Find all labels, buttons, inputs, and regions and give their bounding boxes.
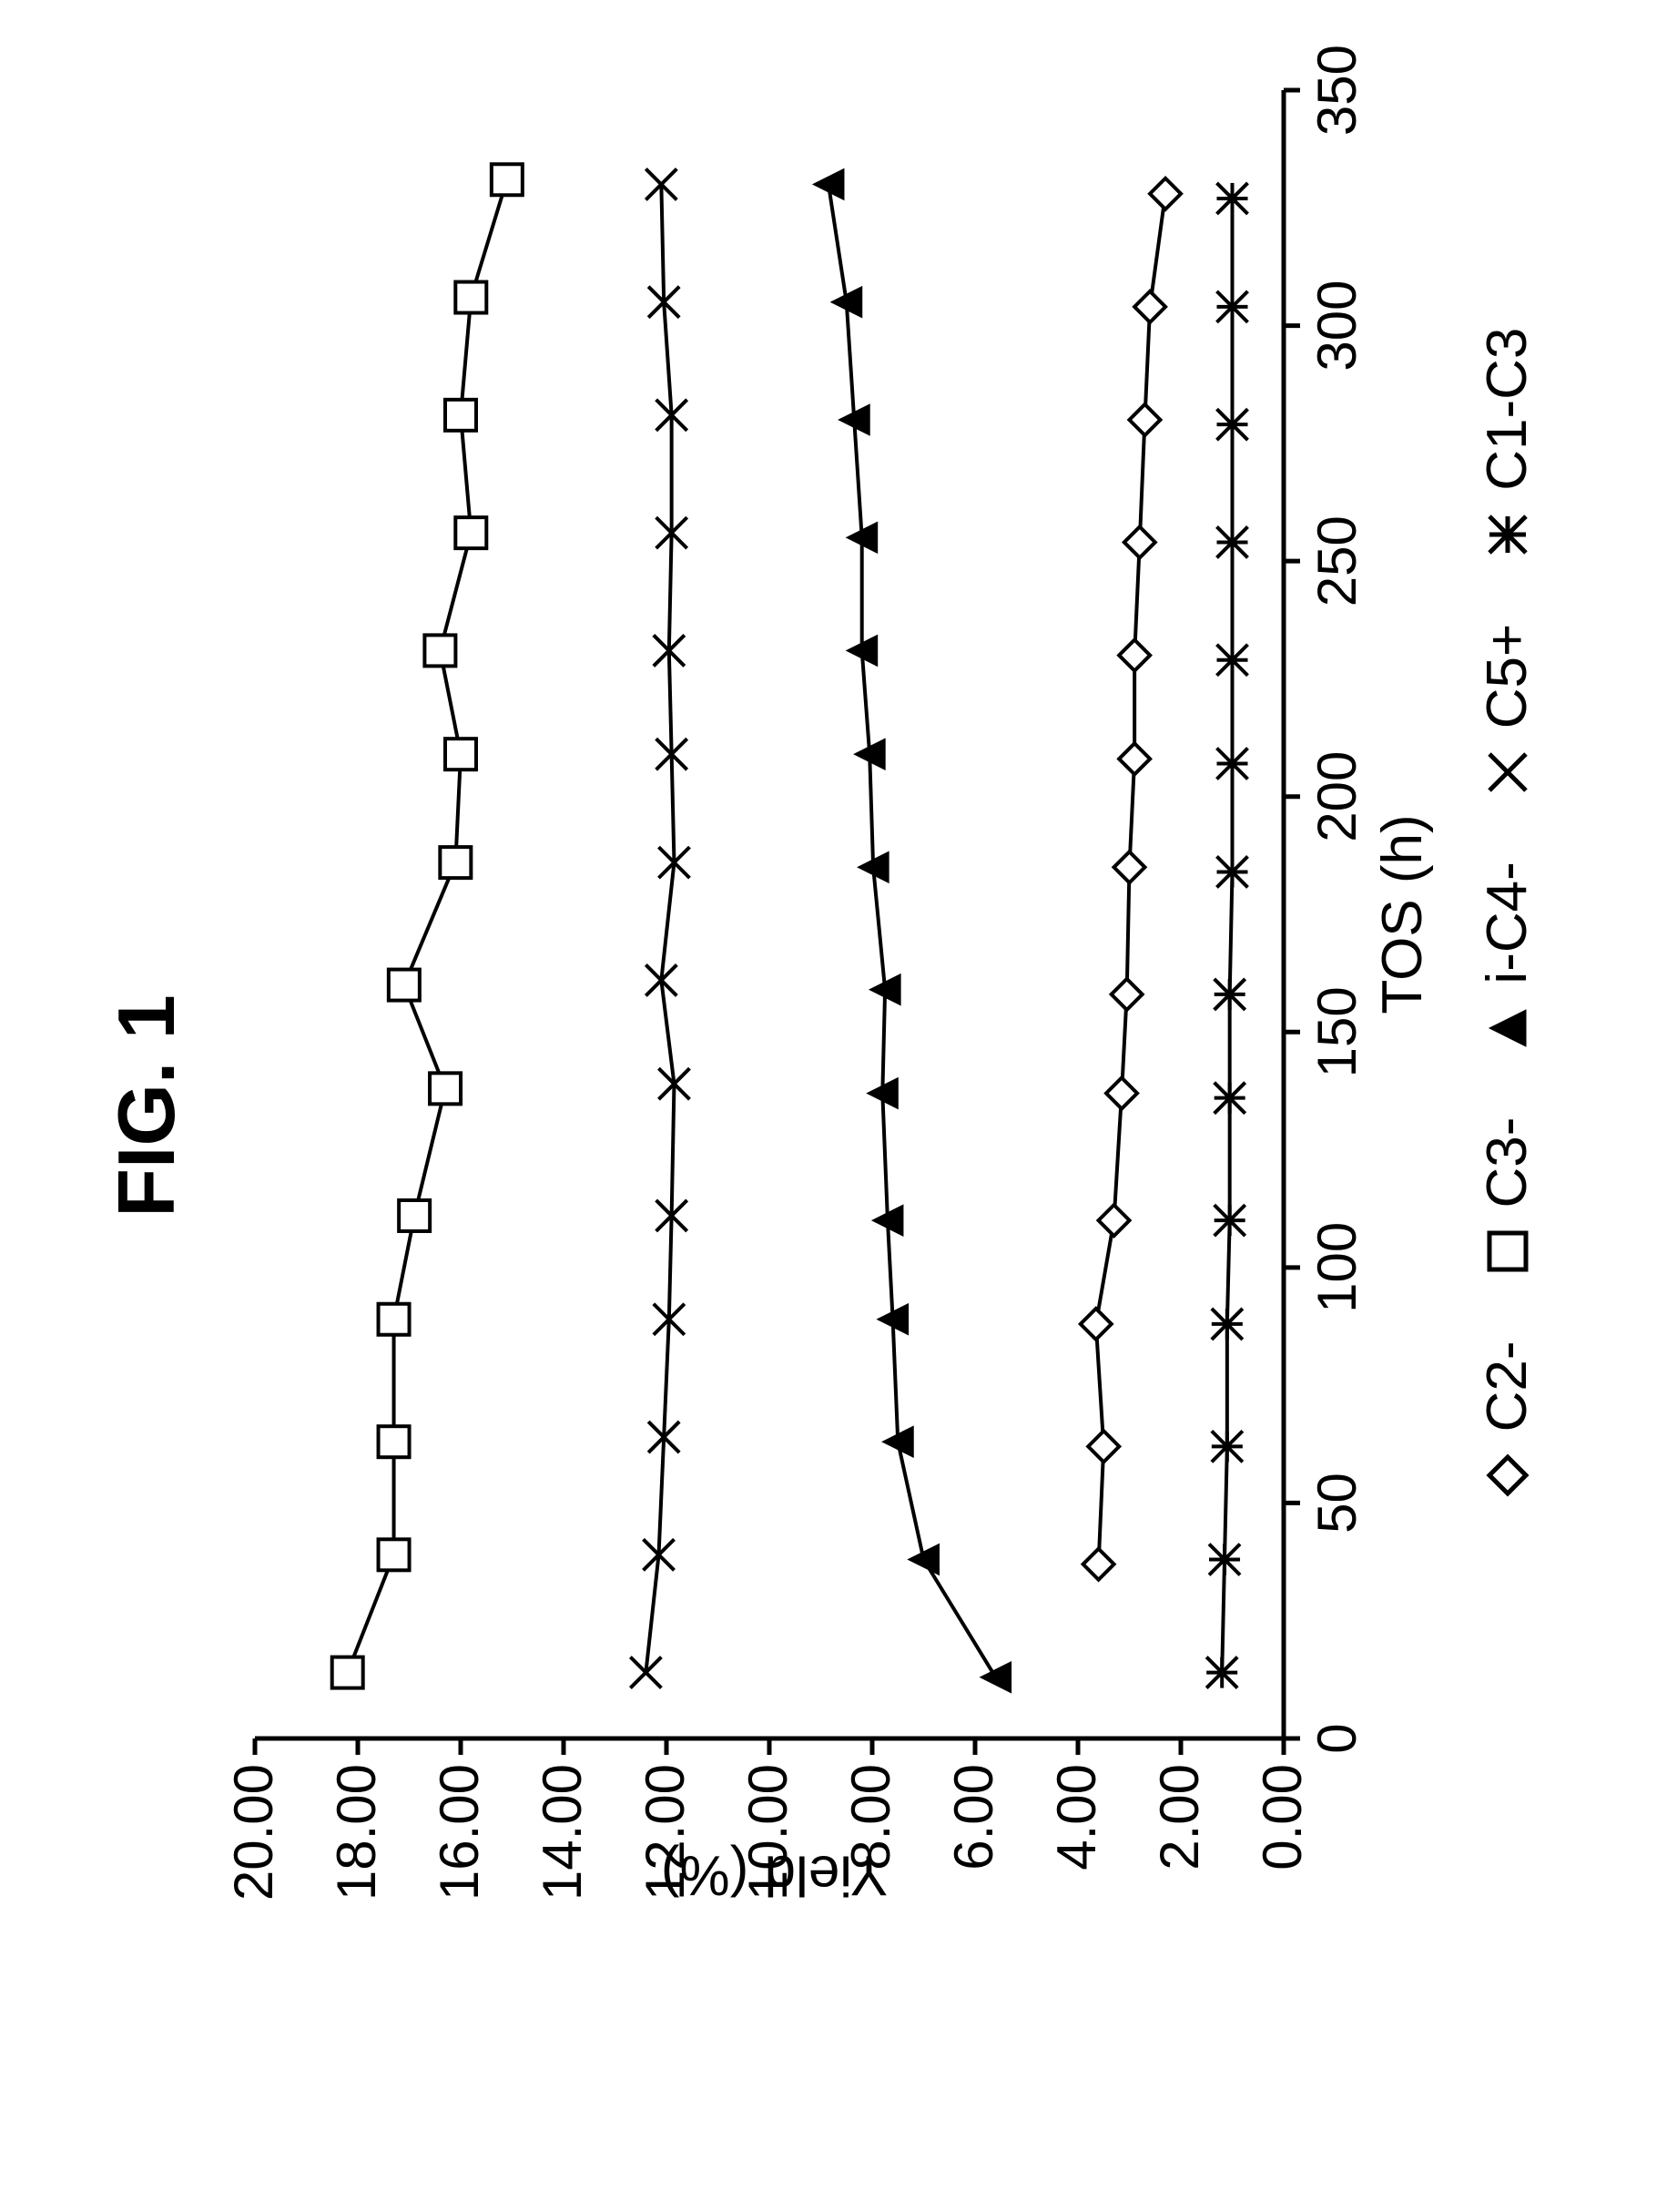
series-marker-C1-C3 [1209,1544,1240,1575]
series-marker-C3- [379,1426,410,1457]
x-tick-label: 100 [1306,1218,1368,1318]
series-marker-C3- [455,517,486,548]
legend-item-i-C4-: i-C4- [1475,861,1540,1053]
y-tick-label: 10.00 [737,1764,799,1901]
series-marker-C2- [1119,743,1150,774]
series-marker-C1-C3 [1212,1309,1243,1340]
series-marker-C3- [379,1539,410,1570]
legend-label: C1-C3 [1475,328,1540,491]
series-marker-C2- [1106,1078,1137,1109]
series-marker-C2- [1129,404,1160,435]
x-tick-label: 250 [1306,511,1368,611]
x-tick-label: 50 [1306,1453,1368,1553]
series-marker-C3- [379,1304,410,1335]
x-tick-label: 200 [1306,747,1368,847]
series-marker-C1-C3 [1215,1205,1245,1236]
series-marker-C3- [492,164,523,195]
legend-marker-icon [1482,1226,1533,1277]
series-marker-C1-C3 [1217,645,1248,676]
y-tick-label: 14.00 [531,1764,594,1901]
series-marker-C2- [1114,851,1145,882]
legend-marker-icon [1482,1450,1533,1501]
legend-label: C5+ [1475,624,1540,729]
series-marker-C1-C3 [1217,291,1248,322]
series-marker-C1-C3 [1215,1083,1245,1114]
y-tick-label: 8.00 [839,1764,902,1871]
y-tick-label: 18.00 [325,1764,388,1901]
y-tick-label: 4.00 [1045,1764,1108,1871]
series-marker-C2- [1081,1309,1112,1340]
series-marker-C1-C3 [1217,526,1248,557]
series-line-C3- [348,179,507,1672]
y-tick-label: 12.00 [634,1764,696,1901]
series-marker-C2- [1134,291,1165,322]
legend-item-C1-C3: C1-C3 [1475,328,1540,560]
series-marker-C2- [1099,1205,1130,1236]
series-marker-i-C4- [981,1662,1011,1693]
series-marker-C2- [1112,979,1143,1010]
x-tick-label: 350 [1306,40,1368,140]
series-marker-C3- [389,970,420,1001]
series-marker-C3- [424,635,455,666]
legend-item-C2-: C2- [1475,1340,1540,1501]
series-marker-C2- [1150,178,1181,209]
series-marker-C1-C3 [1215,979,1245,1010]
x-tick-label: 300 [1306,276,1368,376]
y-tick-label: 6.00 [942,1764,1005,1871]
x-axis-label: TOS (h) [1370,90,1435,1738]
series-marker-C3- [430,1073,461,1104]
legend-item-C5+: C5+ [1475,624,1540,798]
series-marker-C3- [445,739,476,770]
series-marker-C1-C3 [1217,183,1248,214]
y-tick-label: 20.00 [222,1764,285,1901]
series-marker-C1-C3 [1217,409,1248,440]
series-marker-C2- [1083,1549,1114,1580]
figure-title: FIG. 1 [100,0,193,2212]
x-tick-label: 0 [1306,1688,1368,1789]
y-tick-label: 2.00 [1148,1764,1211,1871]
legend: C2- C3- i-C4- C5+ C1-C3 [1475,90,1540,1738]
x-tick-label: 150 [1306,982,1368,1082]
series-marker-C1-C3 [1217,749,1248,780]
y-tick-label: 16.00 [428,1764,491,1901]
legend-label: i-C4- [1475,861,1540,984]
legend-marker-icon [1482,1003,1533,1054]
series-marker-i-C4- [909,1544,940,1575]
series-marker-C3- [455,282,486,313]
series-marker-C2- [1124,526,1155,557]
series-marker-C1-C3 [1206,1657,1237,1688]
y-tick-label: 0.00 [1251,1764,1314,1871]
chart-svg [255,90,1284,1738]
figure-1: FIG. 1 Yield (%) TOS (h) 0.002.004.006.0… [0,0,1667,2212]
series-marker-C3- [440,847,471,878]
series-marker-C3- [399,1200,430,1231]
legend-label: C3- [1475,1117,1540,1208]
series-marker-C3- [332,1657,363,1688]
series-marker-C3- [445,400,476,431]
series-marker-C1-C3 [1212,1431,1243,1462]
legend-item-C3-: C3- [1475,1117,1540,1278]
series-marker-C1-C3 [1217,856,1248,887]
series-marker-C2- [1119,640,1150,671]
series-marker-C2- [1088,1431,1119,1462]
legend-marker-icon [1482,509,1533,560]
legend-marker-icon [1482,747,1533,798]
rotated-layout: FIG. 1 Yield (%) TOS (h) 0.002.004.006.0… [0,0,1667,2212]
plot-area [255,90,1284,1738]
legend-label: C2- [1475,1340,1540,1432]
page: FIG. 1 Yield (%) TOS (h) 0.002.004.006.0… [0,0,1667,2212]
